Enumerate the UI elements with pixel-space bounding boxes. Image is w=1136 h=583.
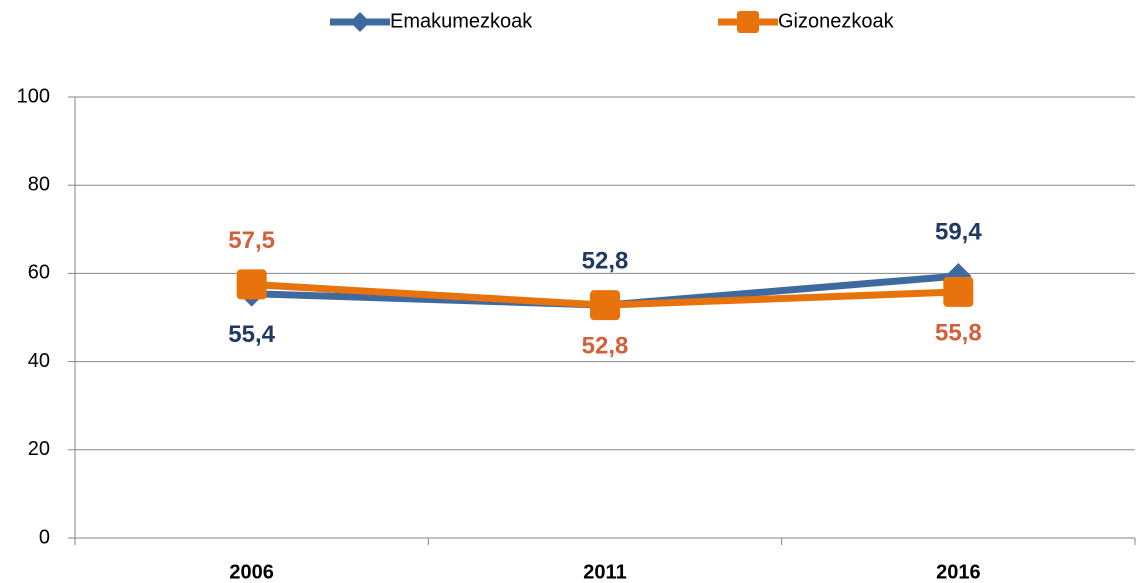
- data-label: 59,4: [935, 218, 982, 245]
- y-tick-label: 60: [28, 262, 50, 284]
- legend-label: Emakumezkoak: [390, 10, 533, 32]
- legend-marker: [737, 11, 759, 33]
- point: [943, 276, 974, 307]
- y-tick-label: 80: [28, 173, 50, 195]
- legend-label: Gizonezkoak: [778, 10, 895, 32]
- y-tick-label: 100: [17, 85, 50, 107]
- legend-marker: [350, 12, 370, 32]
- data-label: 57,5: [228, 227, 275, 254]
- x-tick-label: 2016: [936, 561, 981, 583]
- point: [590, 290, 620, 321]
- data-label: 52,8: [582, 247, 629, 274]
- data-label: 55,4: [228, 321, 275, 348]
- data-label: 52,8: [582, 332, 629, 359]
- point: [236, 269, 267, 300]
- x-tick-label: 2006: [229, 561, 274, 583]
- x-tick-label: 2011: [583, 561, 626, 583]
- y-tick-label: 0: [39, 526, 50, 548]
- data-label: 55,8: [935, 319, 982, 346]
- y-tick-label: 20: [28, 438, 50, 460]
- y-tick-label: 40: [28, 350, 50, 372]
